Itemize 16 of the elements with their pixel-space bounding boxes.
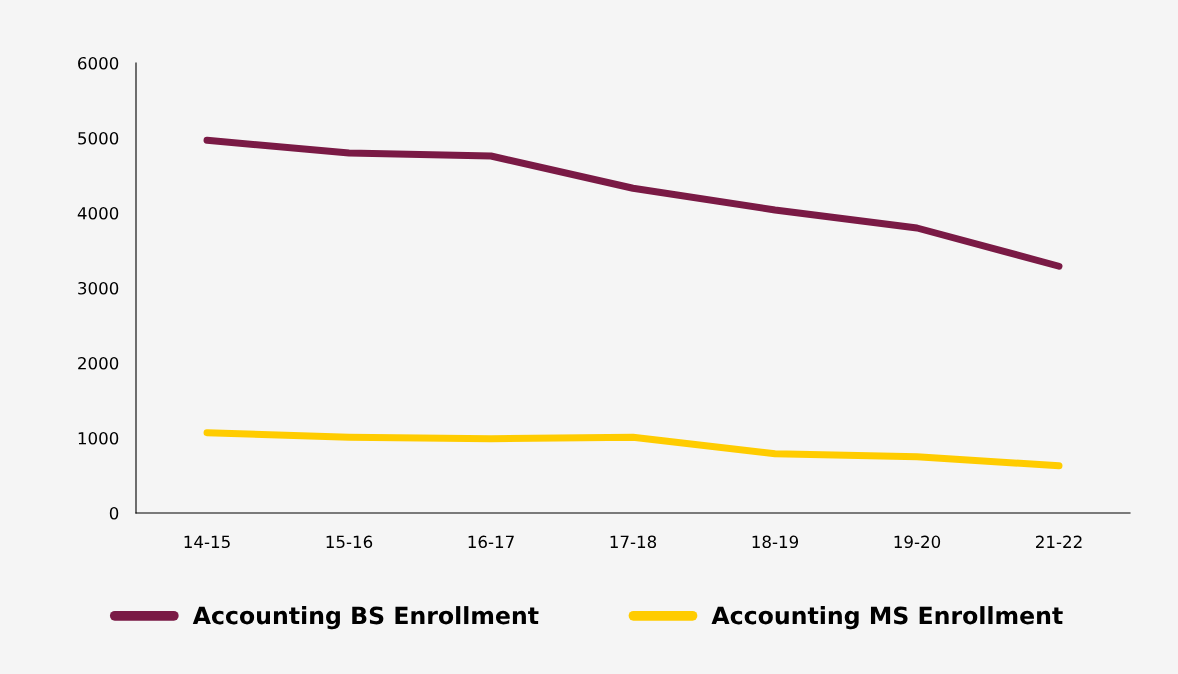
y-tick-label: 6000: [78, 56, 119, 70]
x-tick-label: 17-18: [610, 535, 657, 549]
x-tick-label: 15-16: [326, 535, 373, 549]
y-tick-label: 2000: [78, 356, 119, 370]
y-tick-label: 3000: [78, 281, 119, 295]
legend-label: Accounting BS Enrollment: [192, 606, 539, 630]
x-tick-label: 16-17: [468, 535, 514, 549]
legend-label: Accounting MS Enrollment: [711, 606, 1063, 630]
y-tick-label: 1000: [78, 431, 119, 445]
x-tick-label: 18-19: [752, 535, 799, 549]
y-tick-label: 5000: [78, 131, 119, 145]
y-tick-label: 0: [109, 506, 119, 520]
y-tick-label: 4000: [77, 206, 119, 220]
x-tick-label: 19-20: [894, 535, 941, 549]
x-tick-label: 14-15: [184, 535, 230, 549]
x-tick-label: 21-22: [1036, 535, 1082, 548]
